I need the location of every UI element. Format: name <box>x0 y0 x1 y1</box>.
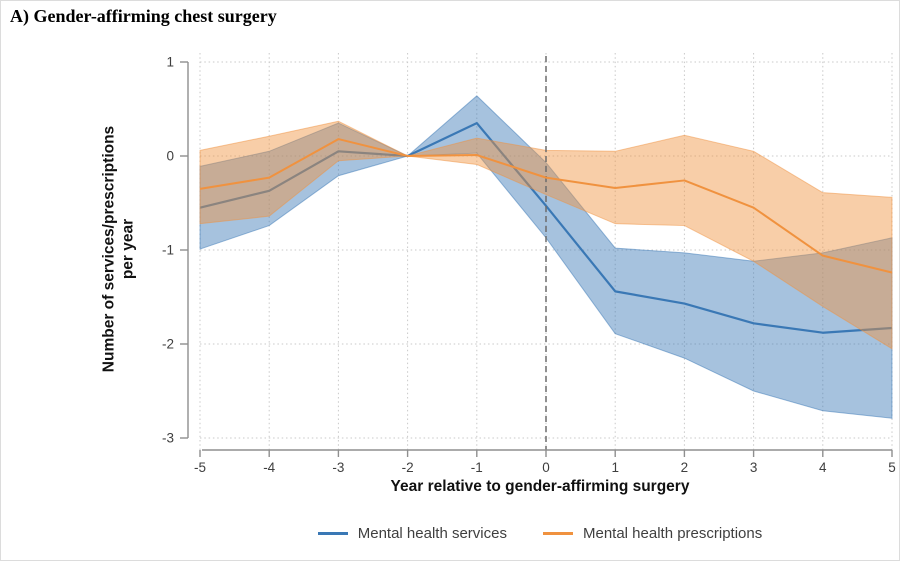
services-line-swatch <box>317 532 348 535</box>
x-tick-label: -1 <box>471 460 483 475</box>
x-tick-label: 3 <box>750 460 758 475</box>
y-tick-label: -1 <box>162 243 174 258</box>
x-tick-label: 2 <box>681 460 689 475</box>
prescriptions-line-swatch <box>542 532 573 535</box>
x-tick-label: -3 <box>332 460 344 475</box>
y-axis-label-line1: Number of services/prescriptions <box>100 125 118 373</box>
series-line <box>199 121 893 334</box>
x-axis-label: Year relative to gender-affirming surger… <box>390 478 690 495</box>
x-tick-label: 1 <box>611 460 619 475</box>
y-tick-label: -3 <box>162 431 174 446</box>
series-line <box>199 138 893 274</box>
legend: Mental health services Mental health pre… <box>188 525 892 542</box>
services-legend-label: Mental health services <box>357 525 507 542</box>
y-tick-label: -2 <box>162 337 174 352</box>
y-axis-label: Number of services/prescriptions per yea… <box>100 126 139 372</box>
prescriptions-legend-label: Mental health prescriptions <box>582 525 763 542</box>
x-tick-label: -2 <box>402 460 414 475</box>
x-tick-label: 4 <box>819 460 827 475</box>
y-tick-label: 0 <box>166 149 174 164</box>
x-tick-label: -5 <box>194 460 206 475</box>
legend-item-prescriptions: Mental health prescriptions <box>542 525 763 542</box>
x-tick-label: 0 <box>542 460 550 475</box>
y-axis-label-line2: per year <box>120 218 137 280</box>
confidence-band <box>199 95 893 419</box>
y-tick-label: 1 <box>166 55 174 70</box>
x-tick-label: -4 <box>263 460 275 475</box>
confidence-band <box>199 120 893 350</box>
x-tick-label: 5 <box>888 460 896 475</box>
legend-item-services: Mental health services <box>317 525 507 542</box>
figure-title: A) Gender-affirming chest surgery <box>10 6 277 26</box>
